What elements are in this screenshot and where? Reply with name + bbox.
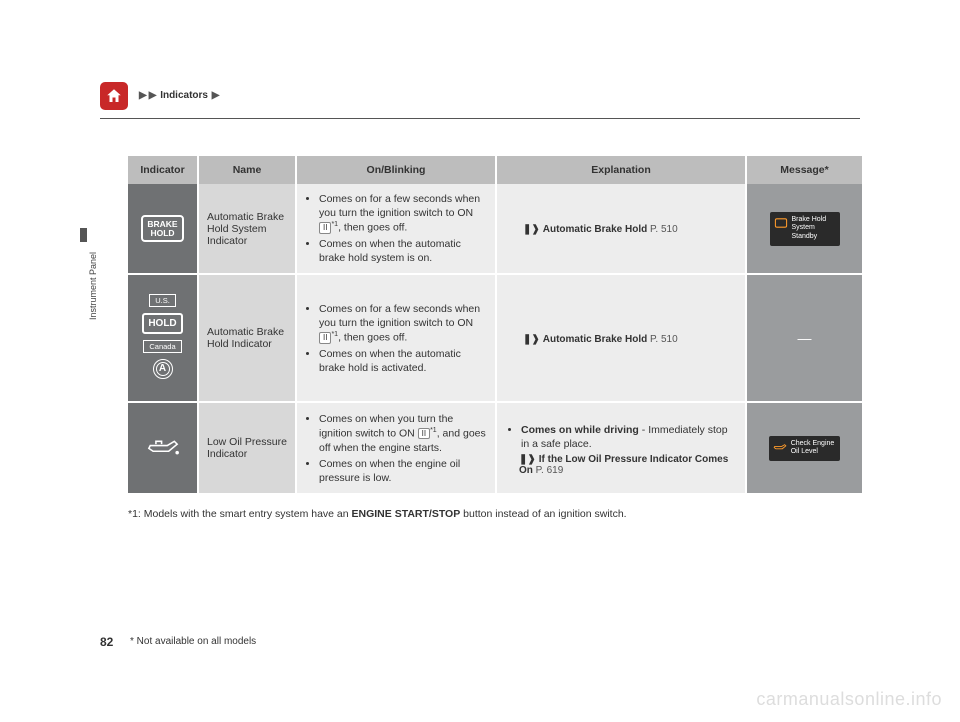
th-indicator: Indicator (128, 156, 198, 184)
message-chip: Brake HoldSystemStandby (770, 212, 840, 246)
footnote-1: *1: Models with the smart entry system h… (128, 508, 627, 520)
header-rule (100, 118, 860, 119)
home-icon[interactable] (100, 82, 128, 110)
footnote-bottom: * Not available on all models (130, 636, 256, 647)
list-item: Comes on for a few seconds when you turn… (319, 302, 487, 345)
chip-mini-icon (773, 442, 787, 452)
cell-message: — (746, 274, 862, 402)
cross-ref: ❚❱Automatic Brake Hold P. 510 (523, 334, 735, 345)
message-chip: Check EngineOil Level (769, 436, 841, 462)
cell-message: Check EngineOil Level (746, 402, 862, 494)
table-row: Low Oil Pressure Indicator Comes on when … (128, 402, 862, 494)
watermark: carmanualsonline.info (756, 689, 942, 710)
list-item: Comes on while driving - Immediately sto… (521, 423, 735, 451)
list-item: Comes on when the automatic brake hold i… (319, 347, 487, 375)
region-us-badge: U.S. (149, 294, 176, 307)
cell-explanation: Comes on while driving - Immediately sto… (496, 402, 746, 494)
cross-ref: ❚❱Automatic Brake Hold P. 510 (523, 224, 735, 235)
footnote1-suf: button instead of an ignition switch. (460, 508, 626, 520)
cell-explanation: ❚❱Automatic Brake Hold P. 510 (496, 184, 746, 274)
chip-mini-icon (774, 218, 788, 228)
breadcrumb-tri-3: ▶ (212, 90, 220, 101)
cell-indicator: U.S. HOLD Canada A (128, 274, 198, 402)
footnote1-pre: *1: Models with the smart entry system h… (128, 508, 352, 520)
house-icon (105, 87, 123, 105)
side-tab (80, 228, 87, 242)
brake-hold-icon: BRAKEHOLD (141, 215, 183, 242)
breadcrumb-label: Indicators (160, 90, 208, 101)
circle-a-icon: A (153, 359, 173, 379)
breadcrumb-tri-2: ▶ (149, 90, 157, 101)
region-canada-badge: Canada (143, 340, 181, 353)
cell-name: Automatic Brake Hold System Indicator (198, 184, 296, 274)
th-name: Name (198, 156, 296, 184)
th-on: On/Blinking (296, 156, 496, 184)
cell-message: Brake HoldSystemStandby (746, 184, 862, 274)
side-label: Instrument Panel (88, 252, 98, 320)
cell-indicator: BRAKEHOLD (128, 184, 198, 274)
table-row: U.S. HOLD Canada A Automatic Brake Hold Indi… (128, 274, 862, 402)
breadcrumb-tri-1: ▶ (139, 90, 147, 101)
cell-indicator (128, 402, 198, 494)
th-exp: Explanation (496, 156, 746, 184)
cell-on-blinking: Comes on for a few seconds when you turn… (296, 184, 496, 274)
cell-explanation: ❚❱Automatic Brake Hold P. 510 (496, 274, 746, 402)
indicators-table: Indicator Name On/Blinking Explanation M… (128, 156, 862, 495)
cross-ref: ❚❱If the Low Oil Pressure Indicator Come… (507, 454, 735, 476)
list-item: Comes on for a few seconds when you turn… (319, 192, 487, 235)
cell-on-blinking: Comes on when you turn the ignition swit… (296, 402, 496, 494)
cell-name: Automatic Brake Hold Indicator (198, 274, 296, 402)
page-number: 82 (100, 635, 113, 649)
cell-on-blinking: Comes on for a few seconds when you turn… (296, 274, 496, 402)
list-item: Comes on when the automatic brake hold s… (319, 237, 487, 265)
list-item: Comes on when you turn the ignition swit… (319, 412, 487, 455)
list-item: Comes on when the engine oil pressure is… (319, 457, 487, 485)
oil-can-icon (146, 448, 180, 460)
th-msg: Message* (746, 156, 862, 184)
breadcrumb: ▶▶ Indicators ▶ (138, 90, 220, 101)
no-message-dash: — (747, 330, 862, 346)
hold-icon: HOLD (142, 313, 182, 334)
cell-name: Low Oil Pressure Indicator (198, 402, 296, 494)
table-row: BRAKEHOLD Automatic Brake Hold System Ind… (128, 184, 862, 274)
footnote1-bold: ENGINE START/STOP (352, 508, 461, 520)
